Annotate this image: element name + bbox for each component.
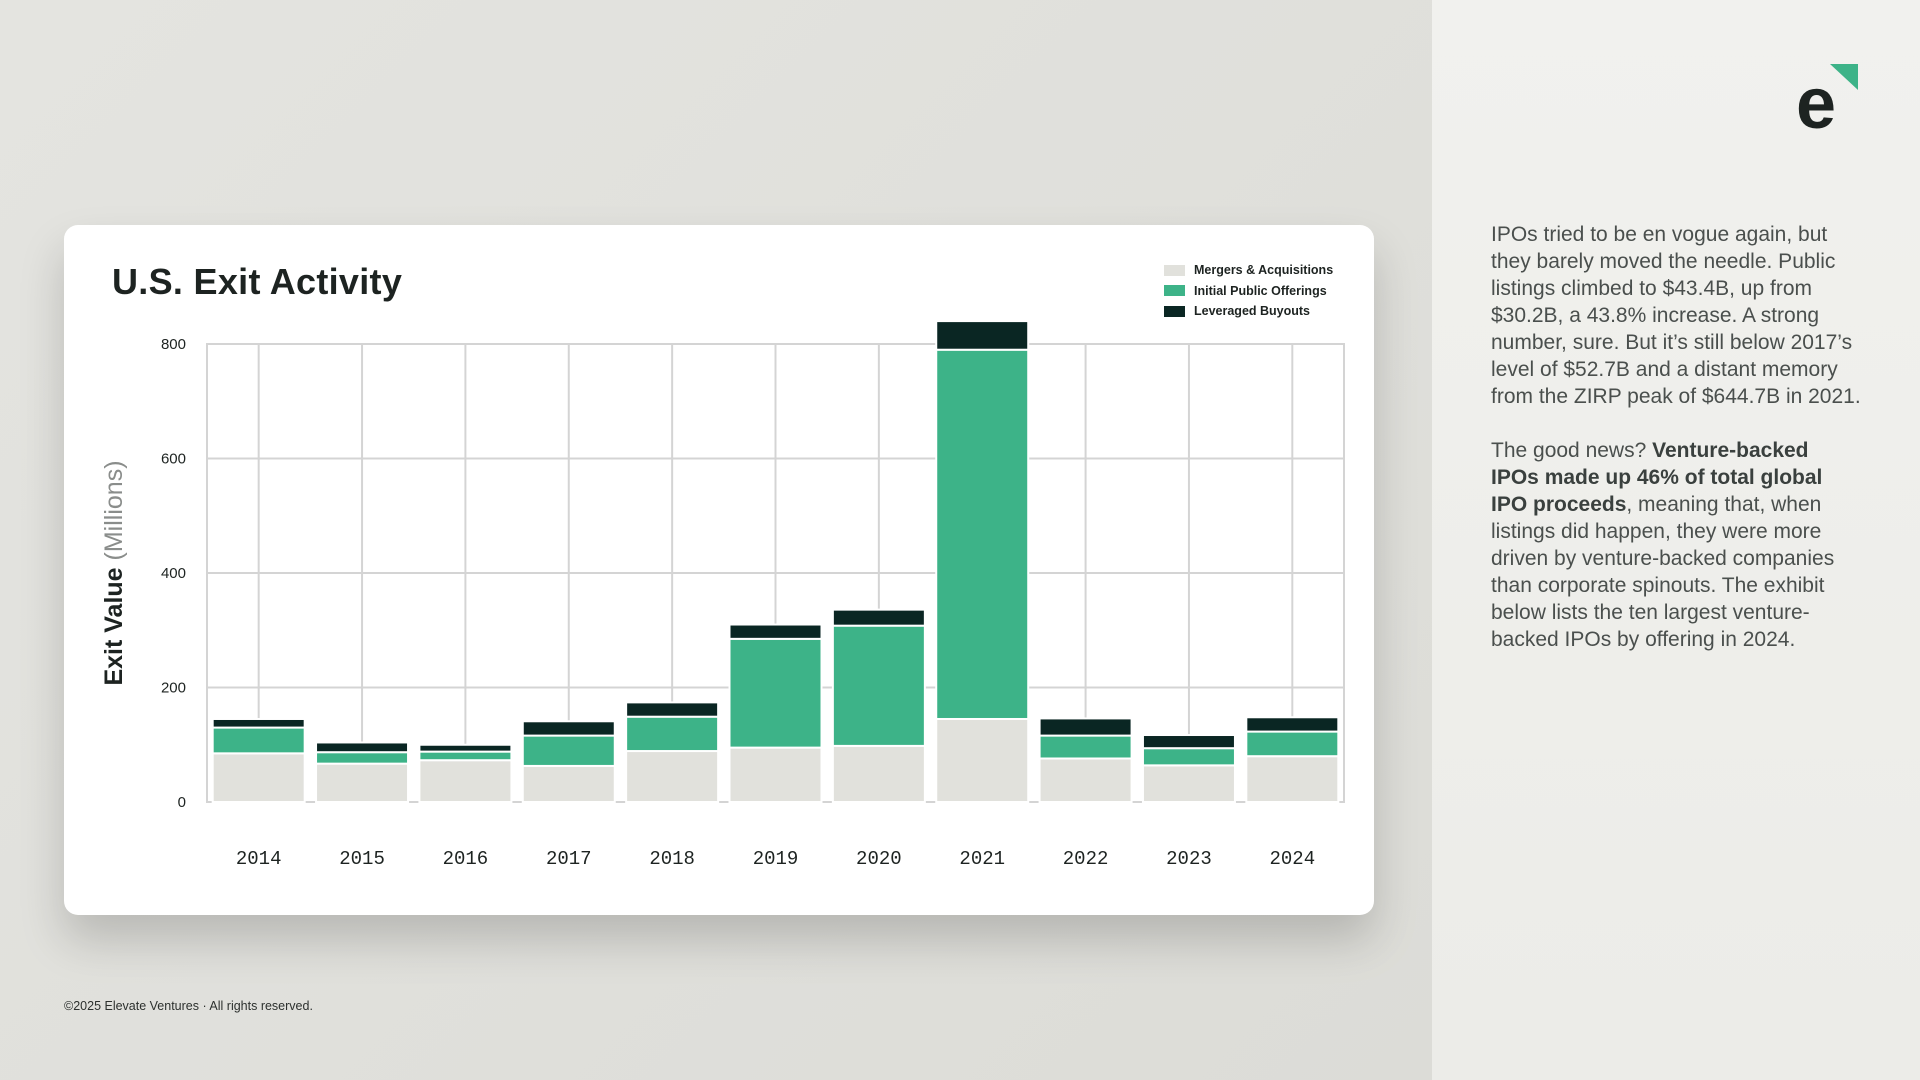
y-tick-label: 0 [178,794,186,811]
bar-segment [831,608,926,627]
bar-segment [831,744,926,804]
legend-item: Initial Public Offerings [1164,281,1333,302]
bar-segment [521,764,616,803]
chart-plot: 0 200 400 600 800 2014 2015 2016 2017 2018 2019 202… [100,320,1345,870]
bar-segment [728,637,823,749]
legend-swatch [1164,264,1185,276]
x-tick-label: 2021 [959,848,1005,870]
logo-triangle [1830,64,1858,90]
copyright-footer: ©2025 Elevate Ventures · All rights rese… [64,999,313,1013]
legend-label: Leveraged Buyouts [1194,304,1311,319]
bar-segment [211,717,306,729]
commentary-paragraph-2: The good news? Venture-backed IPOs made … [1491,437,1861,653]
x-tick-label: 2014 [236,848,282,870]
x-tick-label: 2016 [443,848,489,870]
bar-segment [211,726,306,755]
x-tick-label: 2020 [856,848,902,870]
bar-segment [625,701,720,718]
legend-label: Initial Public Offerings [1194,283,1327,298]
bar-segment [625,750,720,803]
bar-segment [1245,755,1340,804]
bar-segment [1038,717,1133,737]
legend-item: Leveraged Buyouts [1164,301,1333,322]
bar-segment [1245,730,1340,758]
bar-segment [418,759,513,804]
legend-item: Mergers & Acquisitions [1164,260,1333,281]
elevate-logo-icon: e [1796,64,1858,134]
legend-label: Mergers & Acquisitions [1194,263,1334,278]
chart-title: U.S. Exit Activity [112,261,403,302]
bar-segment [315,762,410,804]
x-tick-label: 2019 [753,848,799,870]
bar-segment [315,751,410,765]
commentary-suffix: , meaning that, when listings did happen… [1491,493,1835,651]
y-tick-label: 600 [161,451,186,468]
commentary-panel [1432,0,1920,1080]
x-tick-label: 2018 [649,848,695,870]
legend-swatch [1164,285,1185,297]
bar-segment [935,320,1030,351]
x-tick-label: 2022 [1063,848,1109,870]
bar-segment [211,752,306,804]
bar-segment [1245,716,1340,733]
y-tick-label: 200 [161,680,186,697]
x-tick-label: 2024 [1270,848,1316,870]
chart-card: U.S. Exit Activity Mergers & Acquisition… [64,225,1374,915]
logo-letter: e [1796,64,1836,134]
bar-segment [1141,764,1236,803]
bar-segment [728,746,823,803]
bar-segment [521,734,616,767]
commentary-highlight: Venture-backed IPOs made up 46% of total… [1491,439,1823,516]
bar-segment [728,623,823,640]
bar-segment [625,715,720,753]
y-axis-label: Exit Value (Millions) [100,460,128,685]
bar-segment [1141,734,1236,750]
x-tick-label: 2015 [339,848,385,870]
bar-segment [315,741,410,754]
y-tick-label: 800 [161,336,186,353]
bar-segment [418,750,513,762]
bar-segment [1038,757,1133,803]
bar-segment [935,717,1030,803]
commentary-text: IPOs tried to be en vogue again, but the… [1491,221,1861,680]
bar-segment [935,348,1030,720]
legend-swatch [1164,305,1185,317]
x-tick-label: 2023 [1166,848,1212,870]
commentary-paragraph-1: IPOs tried to be en vogue again, but the… [1491,223,1861,408]
x-tick-label: 2017 [546,848,592,870]
bar-segment [418,743,513,753]
y-axis-label-unit: (Millions) [100,460,128,560]
commentary-prefix: The good news? [1491,439,1653,462]
chart-legend: Mergers & Acquisitions Initial Public Off… [1164,260,1333,322]
bar-segment [521,720,616,737]
bar-segment [1141,747,1236,767]
y-axis-label-main: Exit Value [100,560,128,685]
y-tick-label: 400 [161,565,186,582]
bar-segment [831,624,926,747]
bar-segment [1038,734,1133,760]
